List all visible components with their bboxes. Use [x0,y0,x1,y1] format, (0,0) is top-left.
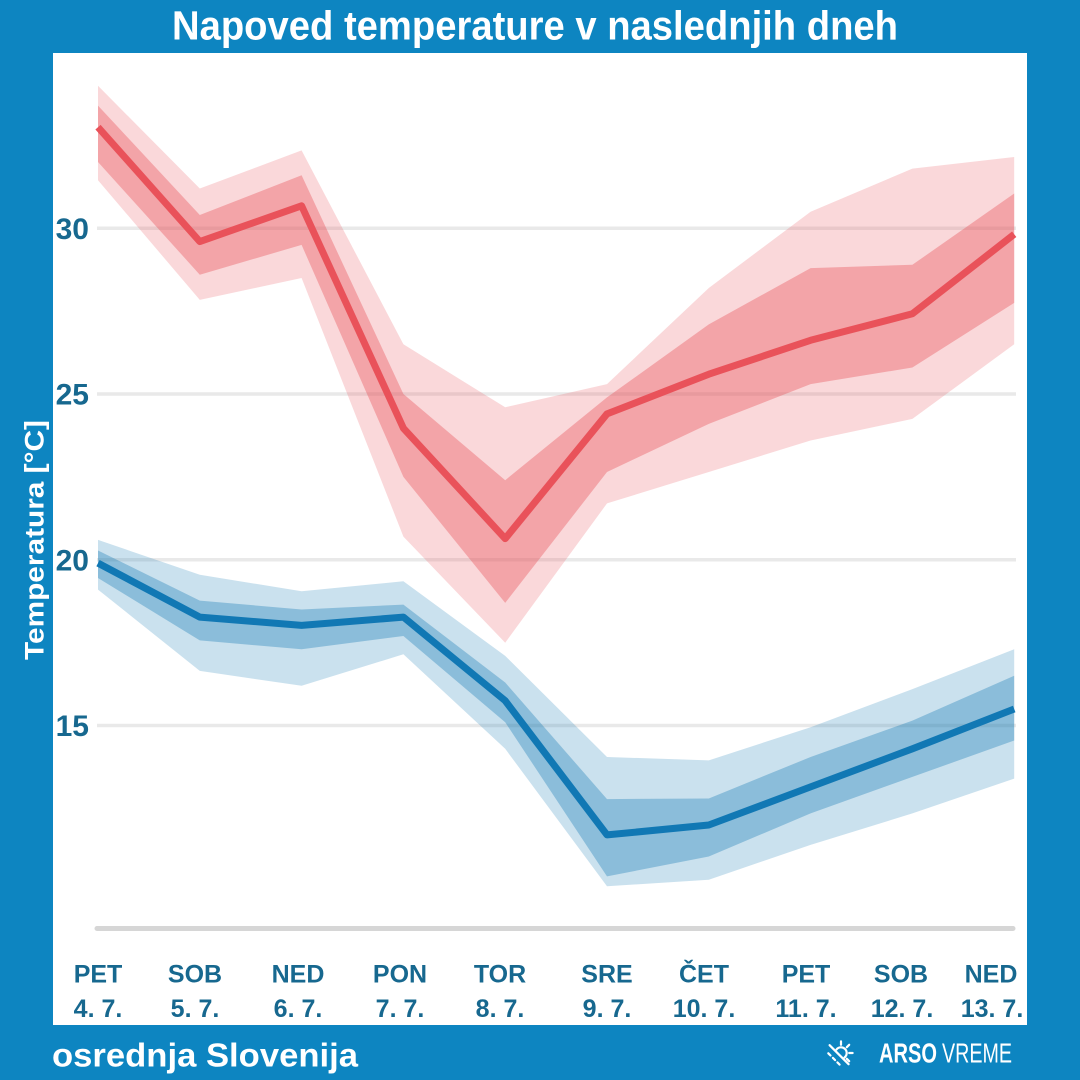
svg-text:ARSO: ARSO [879,1038,937,1069]
svg-text:4. 7.: 4. 7. [74,995,123,1023]
svg-text:20: 20 [56,544,89,577]
svg-text:13. 7.: 13. 7. [961,995,1024,1023]
svg-text:12. 7.: 12. 7. [871,995,934,1023]
svg-text:PET: PET [74,961,123,989]
svg-text:SOB: SOB [168,961,222,989]
svg-text:PET: PET [782,961,831,989]
svg-text:11. 7.: 11. 7. [775,995,836,1023]
svg-text:NED: NED [272,961,325,989]
svg-text:30: 30 [56,213,89,246]
svg-text:5. 7.: 5. 7. [171,995,220,1023]
svg-text:ČET: ČET [679,959,729,989]
svg-text:Temperatura [°C]: Temperatura [°C] [20,420,50,660]
svg-text:SRE: SRE [581,961,632,989]
svg-text:15: 15 [56,710,89,743]
svg-text:TOR: TOR [474,961,526,989]
svg-text:NED: NED [965,961,1018,989]
svg-text:SOB: SOB [874,961,928,989]
svg-text:Napoved temperature v naslednj: Napoved temperature v naslednjih dneh [172,3,898,49]
svg-text:osrednja Slovenija: osrednja Slovenija [52,1037,359,1074]
svg-text:9. 7.: 9. 7. [583,995,632,1023]
svg-text:VREME: VREME [942,1038,1012,1069]
svg-text:PON: PON [373,961,427,989]
svg-text:6. 7.: 6. 7. [274,995,323,1023]
svg-text:7. 7.: 7. 7. [376,995,425,1023]
svg-text:25: 25 [56,379,89,412]
svg-text:10. 7.: 10. 7. [673,995,736,1023]
svg-text:8. 7.: 8. 7. [476,995,525,1023]
